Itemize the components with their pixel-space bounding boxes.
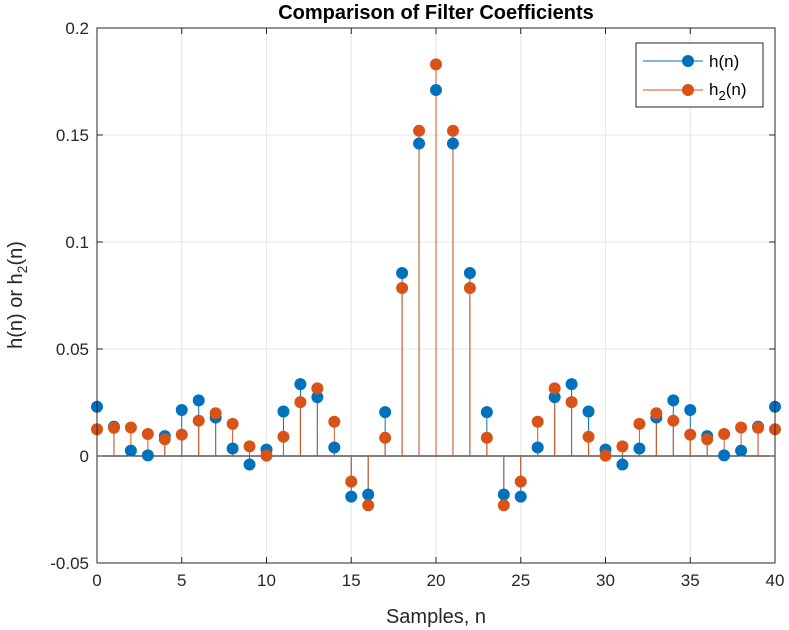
stem-marker-s2	[514, 475, 527, 488]
stem-marker-s2	[616, 440, 629, 453]
stem-marker-s2	[141, 427, 154, 440]
stem-marker-s2	[599, 449, 612, 462]
stem-marker-s2	[718, 427, 731, 440]
stem-marker-s2	[226, 417, 239, 430]
stem-marker-s1	[684, 403, 697, 416]
x-tick-label: 40	[766, 571, 785, 590]
stem-marker-s1	[430, 84, 442, 97]
stem-marker-s1	[192, 394, 205, 407]
stem-marker-s1	[311, 391, 324, 404]
stem-marker-s1	[463, 267, 476, 280]
stem-marker-s1	[480, 406, 493, 419]
legend-label-h: h(n)	[709, 52, 739, 71]
stem-marker-s1	[633, 442, 646, 455]
stem-marker-s1	[396, 267, 409, 280]
y-tick-label: 0.2	[65, 19, 89, 38]
x-tick-label: 0	[92, 571, 101, 590]
stem-marker-s2	[158, 433, 171, 446]
stem-marker-s2	[633, 417, 646, 430]
stem-marker-s1	[718, 449, 731, 462]
stem-marker-s1	[328, 441, 341, 454]
stem-marker-s2	[430, 58, 442, 71]
legend-label-h2: h2(n)	[709, 80, 746, 103]
legend-box	[635, 42, 764, 108]
stem-marker-s1	[243, 458, 256, 471]
stem-marker-s2	[209, 407, 222, 420]
y-tick-label: -0.05	[50, 554, 89, 573]
stem-marker-s1	[582, 405, 595, 418]
stem-marker-s2	[124, 421, 137, 434]
stem-marker-s2	[175, 428, 188, 441]
y-tick-label: 0.1	[65, 233, 89, 252]
y-tick-label: 0	[80, 447, 89, 466]
x-tick-label: 35	[681, 571, 700, 590]
stem-marker-s2	[446, 124, 459, 137]
stem-marker-s1	[735, 444, 748, 457]
stem-marker-s2	[735, 421, 748, 434]
legend-marker-h2	[682, 84, 694, 96]
stem-marker-s2	[328, 415, 341, 428]
stem-marker-s2	[684, 428, 697, 441]
stem-marker-s1	[514, 490, 527, 503]
stem-marker-s2	[752, 421, 765, 434]
stem-marker-s1	[362, 488, 375, 501]
stem-marker-s1	[548, 391, 561, 404]
stem-marker-s1	[124, 444, 137, 457]
stem-marker-s2	[701, 433, 714, 446]
chart-title: Comparison of Filter Coefficients	[278, 2, 594, 24]
stem-marker-s2	[277, 430, 290, 443]
stem-marker-s2	[362, 499, 375, 512]
stem-marker-s2	[396, 282, 409, 295]
stem-marker-s2	[650, 407, 663, 420]
stem-marker-s1	[531, 441, 544, 454]
y-axis-label: h(n) or h2(n)	[5, 241, 30, 349]
stem-marker-s1	[446, 137, 459, 150]
axes	[96, 27, 776, 564]
stem-marker-s2	[294, 396, 307, 409]
stem-marker-s2	[531, 415, 544, 428]
x-tick-label: 20	[427, 571, 446, 590]
stem-marker-s1	[667, 394, 680, 407]
stem-marker-s2	[480, 431, 493, 444]
stem-marker-s2	[345, 475, 358, 488]
x-tick-label: 5	[177, 571, 186, 590]
stem-marker-s2	[548, 382, 561, 395]
x-axis-label: Samples, n	[386, 606, 486, 628]
stem-marker-s2	[413, 124, 426, 137]
stem-marker-s2	[311, 382, 324, 395]
stem-marker-s1	[379, 406, 392, 419]
stem-marker-s1	[277, 405, 290, 418]
stem-marker-s2	[463, 282, 476, 295]
legend: h(n) h2(n)	[635, 42, 764, 108]
stem-marker-s2	[582, 430, 595, 443]
stem-marker-s1	[345, 490, 358, 503]
x-tick-label: 30	[596, 571, 615, 590]
stem-marker-s2	[192, 414, 205, 427]
stem-marker-s1	[413, 137, 426, 150]
stem-marker-s2	[107, 421, 120, 434]
stem-marker-s1	[294, 378, 307, 391]
stem-marker-s1	[226, 442, 239, 455]
stem-marker-s1	[565, 378, 578, 391]
stem-marker-s2	[497, 499, 510, 512]
stem-marker-s2	[565, 396, 578, 409]
stem-marker-s2	[243, 440, 256, 453]
stem-marker-s1	[497, 488, 510, 501]
stem-marker-s2	[379, 431, 392, 444]
x-tick-label: 25	[511, 571, 530, 590]
stem-marker-s1	[616, 458, 629, 471]
y-tick-label: 0.15	[56, 126, 89, 145]
legend-marker-h	[682, 55, 694, 67]
x-tick-label: 15	[342, 571, 361, 590]
stem-marker-s2	[667, 414, 680, 427]
stem-marker-s1	[175, 403, 188, 416]
stem-marker-s2	[260, 449, 273, 462]
stems	[91, 58, 781, 512]
stem-marker-s1	[141, 449, 154, 462]
x-tick-label: 10	[257, 571, 276, 590]
y-tick-label: 0.05	[56, 340, 89, 359]
